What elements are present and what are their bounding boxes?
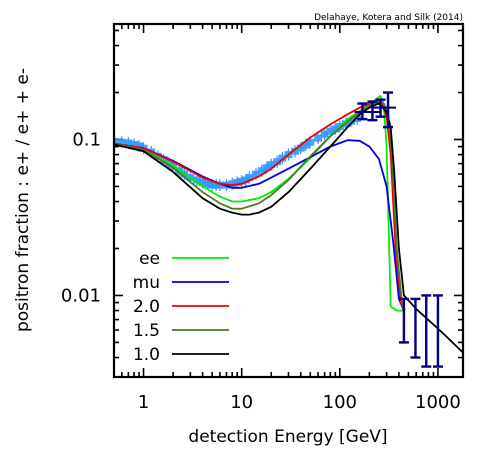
y-tick-label: 0.01 xyxy=(61,285,101,306)
y-axis-label: positron fraction : e+ / e+ + e- xyxy=(13,68,33,332)
measurement-point xyxy=(114,138,118,146)
axis-ticks xyxy=(113,24,463,378)
x-axis-label: detection Energy [GeV] xyxy=(188,427,387,447)
series-line-mu xyxy=(114,139,405,311)
tick-labels: 1 10 100 1000 0.01 0.1 xyxy=(61,129,461,413)
chart-credit: Delahaye, Kotera and Silk (2014) xyxy=(314,13,463,23)
legend-label-1.5: 1.5 xyxy=(133,321,160,341)
legend: ee mu 2.0 1.5 1.0 xyxy=(133,249,229,365)
plot-frame xyxy=(112,22,465,379)
series-line-1.0 xyxy=(114,102,463,354)
series-line-2.0 xyxy=(114,100,405,311)
legend-label-1.0: 1.0 xyxy=(133,345,160,365)
legend-label-2.0: 2.0 xyxy=(133,297,160,317)
legend-label-ee: ee xyxy=(139,249,160,269)
plot-area xyxy=(114,91,463,368)
x-tick-label: 1 xyxy=(138,392,149,413)
y-tick-label: 0.1 xyxy=(72,129,101,150)
x-tick-label: 1000 xyxy=(415,392,461,413)
legend-label-mu: mu xyxy=(133,273,160,293)
series-line-1.5 xyxy=(114,101,406,311)
x-tick-label: 100 xyxy=(323,392,357,413)
x-tick-label: 10 xyxy=(230,392,253,413)
